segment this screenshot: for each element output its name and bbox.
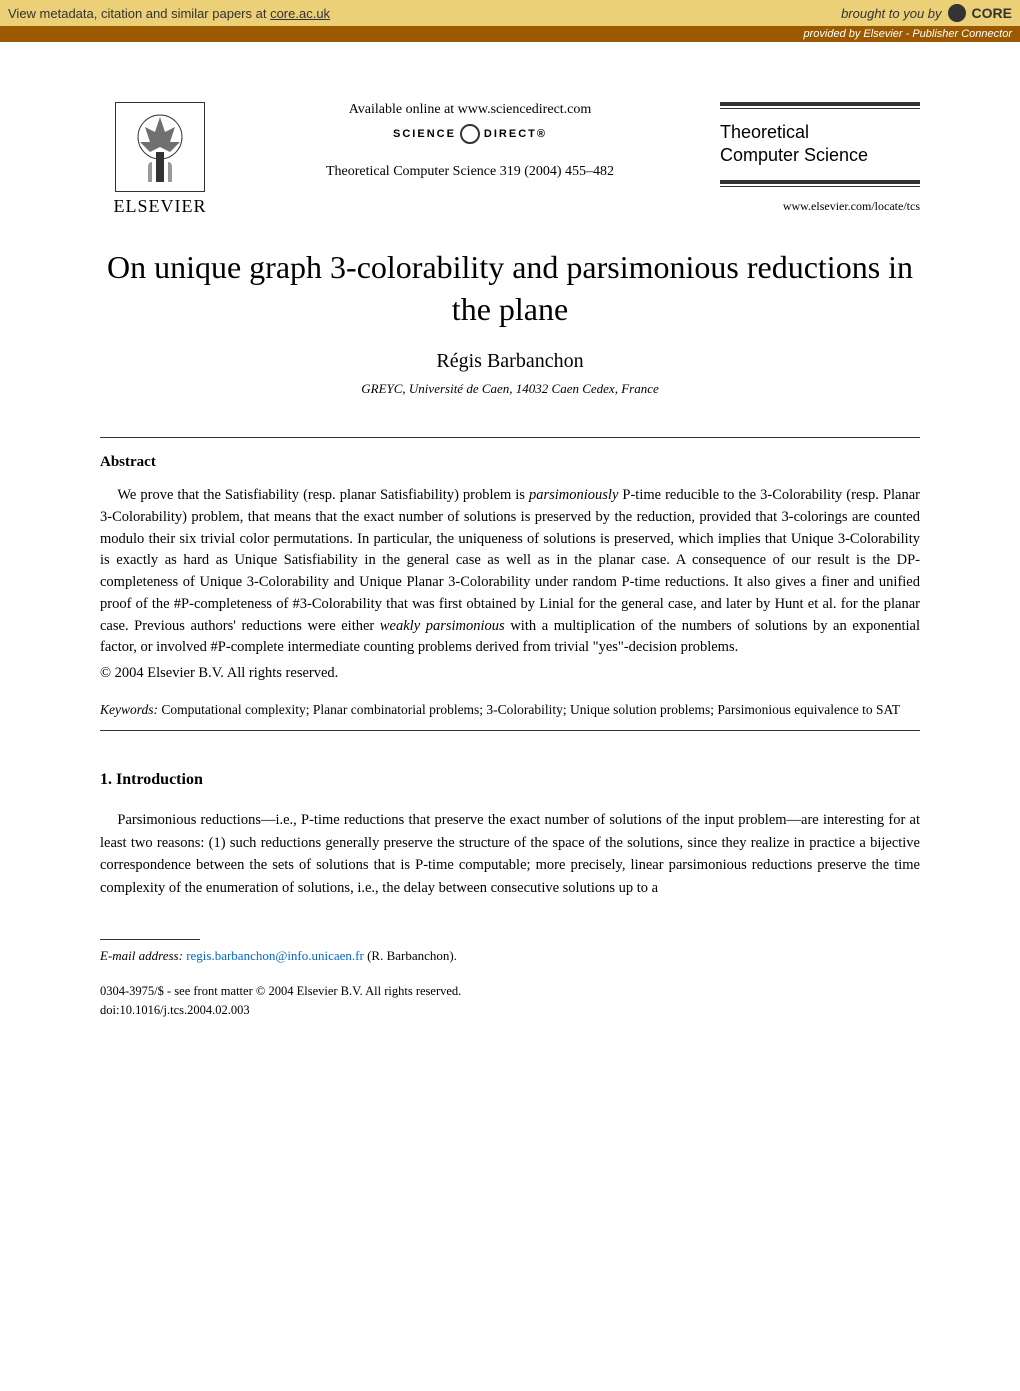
sciencedirect-logo: SCIENCE DIRECT® [240,124,700,144]
core-icon [948,4,966,22]
footnote-label: E-mail address: [100,948,183,963]
core-logo: CORE [972,5,1012,21]
journal-reference: Theoretical Computer Science 319 (2004) … [240,164,700,180]
rule-thin-bottom [720,186,920,187]
publisher-block: ELSEVIER [100,102,220,217]
metadata-banner: View metadata, citation and similar pape… [0,0,1020,26]
journal-url: www.elsevier.com/locate/tcs [720,199,920,214]
provider-banner: provided by Elsevier - Publisher Connect… [0,26,1020,42]
keywords-bottom-rule [100,730,920,731]
available-online-text: Available online at www.sciencedirect.co… [240,102,700,118]
banner-right: brought to you by CORE [841,4,1012,22]
author-name: Régis Barbanchon [100,350,920,373]
page-content: ELSEVIER Available online at www.science… [0,42,1020,1059]
journal-title-block: Theoretical Computer Science www.elsevie… [720,102,920,214]
journal-title-line1: Theoretical [720,121,920,144]
sd-text-left: SCIENCE [393,128,456,140]
copyright-line: © 2004 Elsevier B.V. All rights reserved… [100,665,920,682]
rule-thick-bottom [720,180,920,184]
journal-title-line2: Computer Science [720,144,920,167]
banner-right-text: brought to you by [841,6,941,21]
sd-compass-icon [460,124,480,144]
banner-left-text: View metadata, citation and similar pape… [8,6,270,21]
doi-line: doi:10.1016/j.tcs.2004.02.003 [100,1001,920,1020]
journal-header: ELSEVIER Available online at www.science… [100,102,920,217]
author-affiliation: GREYC, Université de Caen, 14032 Caen Ce… [100,381,920,397]
introduction-paragraph: Parsimonious reductions—i.e., P-time red… [100,809,920,899]
footnote-email-link[interactable]: regis.barbanchon@info.unicaen.fr [186,948,364,963]
rule-thick-top [720,102,920,106]
keywords-text: Computational complexity; Planar combina… [161,702,900,717]
rule-thin-top [720,108,920,109]
bottom-publication-info: 0304-3975/$ - see front matter © 2004 El… [100,982,920,1020]
journal-title: Theoretical Computer Science [720,121,920,168]
article-title: On unique graph 3-colorability and parsi… [100,247,920,330]
sd-text-right: DIRECT® [484,128,547,140]
footnote: E-mail address: regis.barbanchon@info.un… [100,946,920,966]
issn-line: 0304-3975/$ - see front matter © 2004 El… [100,982,920,1001]
banner-left: View metadata, citation and similar pape… [8,6,330,21]
footnote-author: (R. Barbanchon). [367,948,457,963]
abstract-paragraph: We prove that the Satisfiability (resp. … [100,485,920,659]
abstract-top-rule [100,437,920,438]
elsevier-logo [115,102,205,192]
center-header-block: Available online at www.sciencedirect.co… [220,102,720,180]
publisher-name: ELSEVIER [114,196,207,217]
introduction-heading: 1. Introduction [100,771,920,789]
footnote-rule [100,939,200,940]
keywords-block: Keywords: Computational complexity; Plan… [100,700,920,720]
abstract-heading: Abstract [100,454,920,471]
core-link[interactable]: core.ac.uk [270,6,330,21]
provider-text: provided by Elsevier - Publisher Connect… [804,28,1013,40]
keywords-label: Keywords: [100,702,158,717]
